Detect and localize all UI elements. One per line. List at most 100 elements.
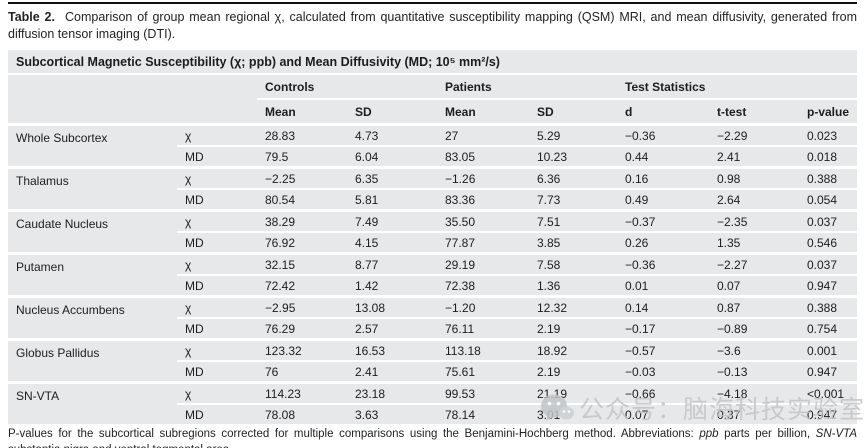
cohens-d-value: −0.17 — [617, 318, 709, 340]
patients-mean-value: 99.53 — [437, 381, 529, 405]
footnote-text: P-values for the subcortical subregions … — [8, 428, 700, 440]
controls-sd-value: 8.77 — [347, 252, 437, 276]
p-value: 0.388 — [799, 166, 858, 190]
patients-sd-value: 5.29 — [529, 123, 617, 147]
cohens-d-value: 0.44 — [617, 146, 709, 168]
controls-mean-value: 79.5 — [257, 146, 347, 168]
region-name: SN-VTA — [8, 381, 177, 424]
metric-chi-label: χ — [177, 381, 257, 405]
patients-sd-value: 1.36 — [529, 275, 617, 297]
p-value: 0.754 — [799, 318, 858, 340]
region-name: Nucleus Accumbens — [8, 295, 177, 340]
table-title-bar: Subcortical Magnetic Susceptibility (χ; … — [8, 50, 857, 73]
controls-mean-value: 76.29 — [257, 318, 347, 340]
p-value: 0.947 — [799, 404, 858, 424]
t-test-value: 0.07 — [709, 275, 799, 297]
metric-chi-label: χ — [177, 252, 257, 276]
region-name: Caudate Nucleus — [8, 209, 177, 254]
cohens-d-value: 0.14 — [617, 295, 709, 319]
table-row-md: MD 76.29 2.57 76.11 2.19 −0.17 −0.89 0.7… — [8, 318, 858, 340]
controls-mean-value: −2.95 — [257, 295, 347, 319]
controls-group-header: Controls — [257, 75, 437, 100]
cohens-d-value: 0.49 — [617, 189, 709, 211]
table-row-md: MD 72.42 1.42 72.38 1.36 0.01 0.07 0.947 — [8, 275, 858, 297]
region-name: Putamen — [8, 252, 177, 297]
cohens-d-value: −0.36 — [617, 123, 709, 147]
d-header: d — [617, 99, 709, 125]
column-group-row: Controls Patients Test Statistics — [8, 75, 858, 125]
patients-mean-value: 72.38 — [437, 275, 529, 297]
controls-mean-value: 78.08 — [257, 404, 347, 424]
t-test-value: −0.89 — [709, 318, 799, 340]
controls-sd-value: 3.63 — [347, 404, 437, 424]
patients-mean-value: 75.61 — [437, 361, 529, 383]
patients-sd-value: 21.19 — [529, 381, 617, 405]
controls-mean-value: 32.15 — [257, 252, 347, 276]
footnote-abbr-snvta: SN-VTA — [815, 428, 857, 440]
t-test-value: 2.41 — [709, 146, 799, 168]
metric-chi-label: χ — [177, 209, 257, 233]
patients-sd-value: 18.92 — [529, 338, 617, 362]
table-header: Controls Patients Test Statistics Mean S… — [8, 75, 858, 125]
metric-chi-label: χ — [177, 166, 257, 190]
region-name: Globus Pallidus — [8, 338, 177, 383]
cohens-d-value: 0.26 — [617, 232, 709, 254]
p-value: 0.037 — [799, 209, 858, 233]
controls-sd-value: 4.15 — [347, 232, 437, 254]
cohens-d-value: −0.03 — [617, 361, 709, 383]
patients-mean-value: −1.20 — [437, 295, 529, 319]
controls-mean-value: 123.32 — [257, 338, 347, 362]
patients-sd-value: 3.01 — [529, 404, 617, 424]
footnote-abbr-ppb: ppb — [699, 428, 719, 440]
patients-sd-value: 3.85 — [529, 232, 617, 254]
table-row-chi: Whole Subcortex χ 28.83 4.73 27 5.29 −0.… — [8, 123, 858, 168]
p-value: 0.001 — [799, 338, 858, 362]
metric-md-label: MD — [177, 232, 257, 254]
p-value: 0.023 — [799, 123, 858, 147]
p-value: 0.388 — [799, 295, 858, 319]
p-value: <0.001 — [799, 381, 858, 405]
table-row-chi: Caudate Nucleus χ 38.29 7.49 35.50 7.51 … — [8, 209, 858, 254]
table-caption-text: Comparison of group mean regional χ, cal… — [8, 10, 857, 41]
table-row-md: MD 76.92 4.15 77.87 3.85 0.26 1.35 0.546 — [8, 232, 858, 254]
patients-sd-value: 7.58 — [529, 252, 617, 276]
patients-sd-value: 2.19 — [529, 318, 617, 340]
controls-sd-value: 5.81 — [347, 189, 437, 211]
test-statistics-group-header: Test Statistics — [617, 75, 858, 100]
t-test-value: −4.18 — [709, 381, 799, 405]
patients-group-header: Patients — [437, 75, 617, 100]
t-test-value: 2.64 — [709, 189, 799, 211]
t-test-value: 0.37 — [709, 404, 799, 424]
p-value-header: p-value — [799, 99, 858, 125]
controls-mean-header: Mean — [257, 99, 347, 125]
metric-chi-label: χ — [177, 295, 257, 319]
table-caption: Table 2. Comparison of group mean regiona… — [8, 9, 857, 42]
p-value: 0.054 — [799, 189, 858, 211]
patients-sd-value: 7.73 — [529, 189, 617, 211]
controls-mean-value: 114.23 — [257, 381, 347, 405]
controls-sd-value: 7.49 — [347, 209, 437, 233]
controls-mean-value: 76.92 — [257, 232, 347, 254]
controls-mean-value: 38.29 — [257, 209, 347, 233]
controls-sd-header: SD — [347, 99, 437, 125]
p-value: 0.037 — [799, 252, 858, 276]
p-value: 0.947 — [799, 275, 858, 297]
controls-mean-value: 72.42 — [257, 275, 347, 297]
cohens-d-value: 0.16 — [617, 166, 709, 190]
controls-sd-value: 6.04 — [347, 146, 437, 168]
table-row-md: MD 79.5 6.04 83.05 10.23 0.44 2.41 0.018 — [8, 146, 858, 168]
p-value: 0.546 — [799, 232, 858, 254]
cohens-d-value: 0.07 — [617, 404, 709, 424]
metric-md-label: MD — [177, 361, 257, 383]
t-test-value: 0.87 — [709, 295, 799, 319]
table-body: Whole Subcortex χ 28.83 4.73 27 5.29 −0.… — [8, 123, 858, 424]
patients-mean-value: −1.26 — [437, 166, 529, 190]
patients-mean-value: 77.87 — [437, 232, 529, 254]
table-row-chi: SN-VTA χ 114.23 23.18 99.53 21.19 −0.66 … — [8, 381, 858, 424]
cohens-d-value: 0.01 — [617, 275, 709, 297]
patients-mean-value: 78.14 — [437, 404, 529, 424]
cohens-d-value: −0.36 — [617, 252, 709, 276]
table-row-chi: Nucleus Accumbens χ −2.95 13.08 −1.20 12… — [8, 295, 858, 340]
controls-sd-value: 6.35 — [347, 166, 437, 190]
